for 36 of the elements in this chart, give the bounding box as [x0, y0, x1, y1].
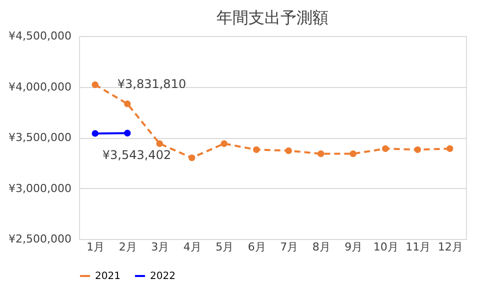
y-tick-label: ¥2,500,000 [8, 232, 72, 246]
x-tick-label: 9月 [344, 240, 363, 254]
x-tick-label: 2月 [118, 240, 137, 254]
chart-title: 年間支出予測額 [216, 8, 328, 27]
y-tick-label: ¥4,000,000 [8, 80, 72, 94]
x-tick-label: 4月 [183, 240, 202, 254]
x-tick-label: 1月 [86, 240, 105, 254]
point [253, 146, 260, 154]
point [156, 140, 163, 147]
x-tick-label: 3月 [151, 240, 170, 254]
point [92, 130, 98, 137]
x-tick-label: 11月 [406, 240, 431, 254]
point [382, 145, 389, 152]
legend-label: 2022 [150, 271, 176, 282]
point [285, 147, 292, 154]
data-label: ¥3,831,810 [117, 76, 186, 91]
point [220, 140, 228, 147]
data-label: ¥3,543,402 [102, 148, 172, 162]
y-tick-label: ¥3,500,000 [8, 131, 72, 144]
point [124, 130, 131, 136]
y-tick-label: ¥3,000,000 [8, 182, 72, 195]
y-tick-label: ¥4,500,000 [8, 30, 72, 42]
point [446, 145, 454, 152]
legend-label: 2021 [95, 271, 120, 282]
x-tick-label: 7月 [280, 240, 298, 254]
point [414, 146, 421, 154]
point [318, 150, 324, 158]
x-tick-label: 6月 [248, 240, 266, 254]
x-tick-label: 5月 [216, 240, 234, 254]
x-tick-label: 8月 [312, 240, 330, 254]
point [92, 81, 98, 88]
point [188, 154, 196, 162]
point [124, 100, 131, 108]
x-tick-label: 10月 [373, 240, 398, 254]
x-tick-label: 12月 [438, 240, 463, 254]
point [350, 150, 356, 158]
